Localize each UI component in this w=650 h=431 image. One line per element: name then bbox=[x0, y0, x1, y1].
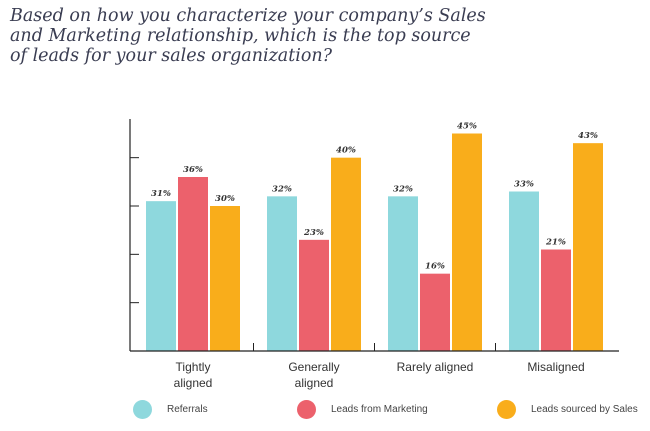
bar-marketing-2 bbox=[420, 273, 450, 351]
data-label-marketing-3: 21% bbox=[545, 238, 566, 248]
legend-label-referrals: Referrals bbox=[167, 404, 208, 415]
bar-sales-0 bbox=[210, 206, 240, 351]
axes-layer bbox=[129, 119, 619, 352]
data-label-sales-0: 30% bbox=[215, 194, 235, 204]
category-label-1-line-1: aligned bbox=[295, 376, 334, 390]
category-label-0-line-1: aligned bbox=[174, 376, 213, 390]
data-label-referrals-0: 31% bbox=[151, 189, 171, 199]
legend-item-sales: Leads sourced by Sales bbox=[497, 400, 638, 419]
data-label-referrals-2: 32% bbox=[393, 184, 413, 194]
data-label-referrals-1: 32% bbox=[272, 184, 292, 194]
category-label-3-line-0: Misaligned bbox=[527, 360, 584, 374]
legend-swatch-sales bbox=[497, 400, 516, 419]
bar-sales-2 bbox=[452, 133, 482, 351]
bar-referrals-1 bbox=[267, 196, 297, 351]
legend-label-sales: Leads sourced by Sales bbox=[531, 404, 638, 415]
bar-sales-1 bbox=[331, 157, 361, 351]
legend-swatch-marketing bbox=[297, 400, 316, 419]
title-line-3: of leads for your sales organization? bbox=[10, 46, 333, 66]
data-label-marketing-1: 23% bbox=[303, 228, 324, 238]
bar-marketing-1 bbox=[299, 239, 329, 351]
bar-marketing-0 bbox=[178, 177, 208, 351]
legend-item-marketing: Leads from Marketing bbox=[297, 400, 428, 419]
chart-title: Based on how you characterize your compa… bbox=[10, 6, 610, 66]
category-label-0-line-0: Tightly bbox=[176, 360, 211, 374]
data-label-sales-2: 45% bbox=[457, 122, 477, 132]
labels-layer: 31% 36% 30% Tightly aligned 32% 23% 40% Generall… bbox=[151, 122, 598, 391]
bar-referrals-0 bbox=[146, 201, 176, 351]
legend-swatch-referrals bbox=[133, 400, 152, 419]
data-label-sales-1: 40% bbox=[336, 146, 356, 156]
bar-marketing-3 bbox=[541, 249, 571, 351]
category-label-2-line-0: Rarely aligned bbox=[397, 360, 474, 374]
data-label-sales-3: 43% bbox=[578, 131, 598, 141]
bar-referrals-2 bbox=[388, 196, 418, 351]
bar-referrals-3 bbox=[509, 191, 539, 351]
data-label-marketing-0: 36% bbox=[183, 165, 203, 175]
legend: Referrals Leads from Marketing Leads sou… bbox=[0, 400, 650, 424]
legend-item-referrals: Referrals bbox=[133, 400, 208, 419]
data-label-marketing-2: 16% bbox=[425, 262, 445, 272]
title-line-2: and Marketing relationship, which is the… bbox=[10, 26, 471, 46]
category-label-1-line-0: Generally bbox=[288, 360, 339, 374]
data-label-referrals-3: 33% bbox=[514, 180, 534, 190]
bar-sales-3 bbox=[573, 143, 603, 351]
title-line-1: Based on how you characterize your compa… bbox=[10, 6, 486, 26]
bars-layer bbox=[146, 133, 603, 351]
legend-label-marketing: Leads from Marketing bbox=[331, 404, 428, 415]
